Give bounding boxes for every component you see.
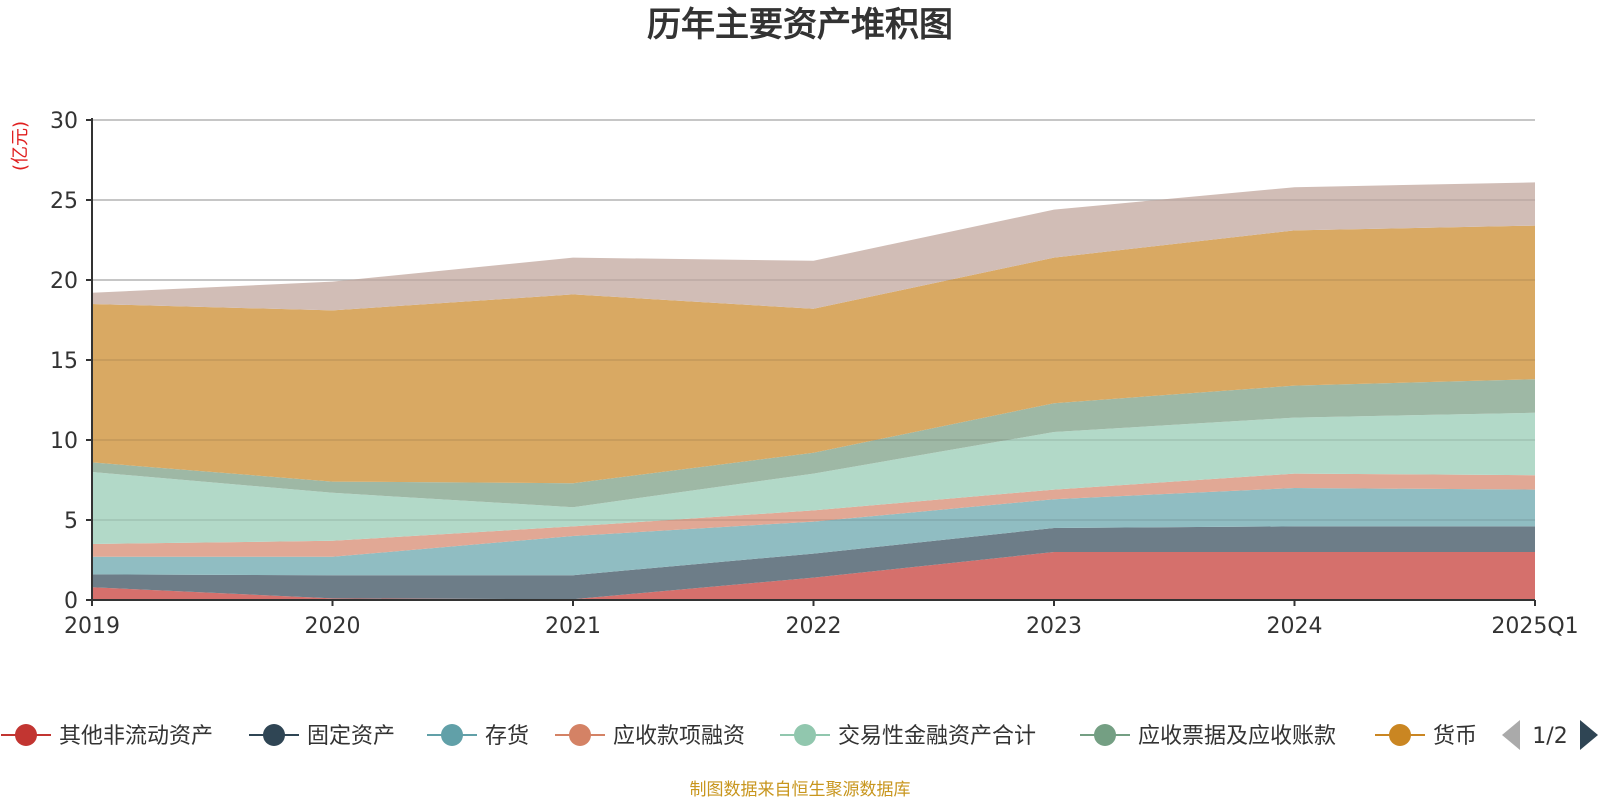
legend-next-page-icon[interactable]: [1580, 720, 1598, 750]
area-series-8: [92, 182, 1535, 311]
y-tick-label: 10: [50, 429, 78, 454]
area-series-2: [92, 526, 1535, 600]
legend-label: 固定资产: [307, 724, 395, 749]
legend-item[interactable]: 应收款项融资: [555, 724, 745, 749]
legend-item[interactable]: 货币: [1375, 724, 1477, 749]
legend-marker-icon: [1389, 724, 1411, 746]
legend-marker-icon: [569, 724, 591, 746]
legend-item[interactable]: 交易性金融资产合计: [780, 724, 1036, 749]
y-axis-unit-label: (亿元): [10, 121, 31, 171]
legend-label: 货币: [1433, 724, 1477, 749]
y-tick-label: 5: [64, 509, 78, 534]
area-series-6: [92, 379, 1535, 508]
area-series-layer: [92, 119, 1535, 600]
legend-item[interactable]: 应收票据及应收账款: [1080, 724, 1336, 749]
axes: 0 5 10 15 20 25 30 2019 2020 2021 2022 2023 2024 2025…: [50, 109, 1579, 639]
y-tick-label: 30: [50, 109, 78, 134]
legend-marker-icon: [263, 724, 285, 746]
legend-item[interactable]: 存货: [427, 724, 529, 749]
data-source-note: 制图数据来自恒生聚源数据库: [690, 780, 911, 800]
legend-marker-icon: [1094, 724, 1116, 746]
y-tick-label: 15: [50, 349, 78, 374]
legend-label: 交易性金融资产合计: [838, 724, 1036, 749]
legend-page-indicator: 1/2: [1532, 724, 1567, 749]
legend-item[interactable]: 其他非流动资产: [1, 724, 213, 749]
legend-marker-icon: [441, 724, 463, 746]
x-tick-label: 2023: [1026, 614, 1082, 639]
y-tick-label: 0: [64, 589, 78, 614]
legend: 其他非流动资产 固定资产 存货 应收款项融资 交易性金融资产合计 应收票据及应收账款 货币: [1, 724, 1477, 749]
area-series-7: [92, 225, 1535, 484]
y-tick-label: 25: [50, 189, 78, 214]
legend-label: 应收票据及应收账款: [1138, 724, 1336, 749]
legend-label: 应收款项融资: [613, 724, 745, 749]
legend-marker-icon: [794, 724, 816, 746]
area-series-1: [92, 552, 1535, 600]
x-tick-label: 2025Q1: [1491, 614, 1578, 639]
legend-prev-page-icon[interactable]: [1502, 720, 1520, 750]
x-tick-label: 2019: [64, 614, 120, 639]
x-tick-label: 2024: [1267, 614, 1323, 639]
legend-label: 存货: [485, 724, 529, 749]
chart-title: 历年主要资产堆积图: [647, 5, 953, 45]
area-series-4: [92, 473, 1535, 557]
x-tick-label: 2022: [786, 614, 842, 639]
legend-item[interactable]: 固定资产: [249, 724, 395, 749]
x-tick-label: 2020: [305, 614, 361, 639]
x-tick-label: 2021: [545, 614, 601, 639]
legend-label: 其他非流动资产: [59, 724, 213, 749]
area-series-3: [92, 488, 1535, 576]
area-series-5: [92, 412, 1535, 544]
y-tick-label: 20: [50, 269, 78, 294]
legend-pager: 1/2: [1502, 720, 1598, 750]
legend-marker-icon: [15, 724, 37, 746]
